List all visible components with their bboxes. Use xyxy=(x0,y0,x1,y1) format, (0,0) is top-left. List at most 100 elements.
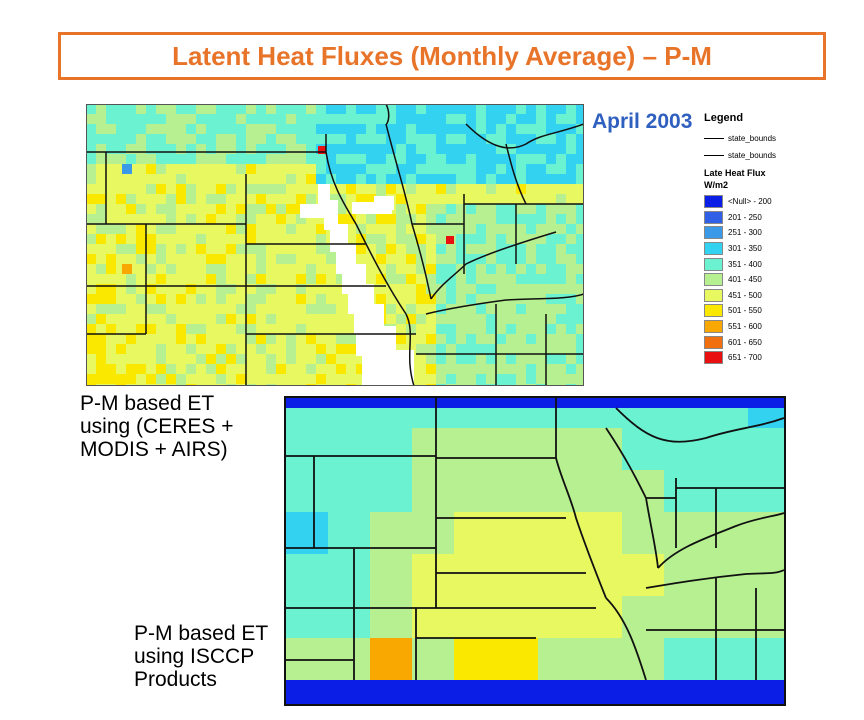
flux-cell xyxy=(556,214,566,224)
flux-cell xyxy=(206,234,216,244)
flux-cell xyxy=(136,254,146,264)
flux-cell xyxy=(146,164,156,174)
flux-cell xyxy=(116,284,126,294)
flux-cell xyxy=(538,554,580,596)
flux-cell xyxy=(206,274,216,284)
flux-cell xyxy=(436,354,446,364)
flux-cell xyxy=(86,104,96,114)
flux-cell xyxy=(416,104,426,114)
flux-cell xyxy=(286,244,296,254)
flux-cell xyxy=(106,334,116,344)
flux-cell xyxy=(416,184,426,194)
flux-cell xyxy=(296,344,306,354)
flux-cell xyxy=(466,164,476,174)
flux-cell xyxy=(116,364,126,374)
flux-cell xyxy=(256,194,266,204)
flux-cell xyxy=(176,104,186,114)
flux-cell xyxy=(246,244,256,254)
flux-cell xyxy=(306,224,316,234)
flux-cell xyxy=(226,224,236,234)
flux-cell xyxy=(166,154,176,164)
flux-cell xyxy=(96,334,106,344)
flux-cell xyxy=(526,264,536,274)
flux-cell xyxy=(386,164,396,174)
flux-cell xyxy=(446,174,456,184)
flux-cell xyxy=(516,144,526,154)
legend-class-label: 501 - 550 xyxy=(728,306,762,316)
flux-cell xyxy=(236,214,246,224)
flux-cell xyxy=(216,304,226,314)
flux-cell xyxy=(526,364,536,374)
flux-cell xyxy=(416,204,426,214)
flux-cell xyxy=(426,344,436,354)
flux-cell xyxy=(486,284,496,294)
flux-cell xyxy=(486,304,496,314)
flux-cell xyxy=(286,554,328,596)
flux-cell xyxy=(126,184,136,194)
flux-cell xyxy=(526,204,536,214)
flux-cell xyxy=(486,174,496,184)
flux-cell xyxy=(186,184,196,194)
flux-cell xyxy=(146,184,156,194)
flux-cell xyxy=(106,324,116,334)
title-box: Latent Heat Fluxes (Monthly Average) – P… xyxy=(58,32,826,80)
flux-cell xyxy=(276,154,286,164)
flux-cell xyxy=(236,144,246,154)
flux-cell xyxy=(146,104,156,114)
flux-cell xyxy=(526,224,536,234)
flux-cell xyxy=(476,254,486,264)
legend-class-row: 451 - 500 xyxy=(704,288,804,304)
flux-cell xyxy=(146,354,156,364)
flux-cell xyxy=(426,274,436,284)
flux-cell xyxy=(86,364,96,374)
flux-cell xyxy=(436,314,446,324)
flux-cell xyxy=(476,274,486,284)
flux-cell xyxy=(436,344,446,354)
flux-cell xyxy=(306,184,316,194)
flux-cell xyxy=(576,254,586,264)
flux-cell xyxy=(496,284,506,294)
flux-cell xyxy=(166,354,176,364)
flux-cell xyxy=(246,214,256,224)
flux-cell xyxy=(266,254,276,264)
flux-cell xyxy=(226,274,236,284)
flux-cell xyxy=(126,334,136,344)
flux-cell xyxy=(236,264,246,274)
flux-cell xyxy=(576,144,586,154)
flux-cell xyxy=(286,204,296,214)
flux-cell xyxy=(206,354,216,364)
flux-cell xyxy=(206,154,216,164)
flux-cell xyxy=(416,264,426,274)
flux-cell xyxy=(186,144,196,154)
flux-cell xyxy=(326,254,336,264)
flux-cell xyxy=(346,324,356,334)
flux-cell xyxy=(286,284,296,294)
flux-cell xyxy=(566,264,576,274)
flux-cell xyxy=(536,364,546,374)
flux-cell xyxy=(116,174,126,184)
flux-cell xyxy=(116,194,126,204)
flux-cell xyxy=(396,204,406,214)
flux-cell xyxy=(426,144,436,154)
flux-cell xyxy=(226,174,236,184)
flux-cell xyxy=(566,204,576,214)
flux-cell xyxy=(136,184,146,194)
flux-cell xyxy=(496,104,506,114)
flux-cell xyxy=(306,194,316,204)
flux-cell xyxy=(516,164,526,174)
flux-cell xyxy=(566,174,576,184)
flux-cell xyxy=(136,324,146,334)
state-boundary xyxy=(555,457,607,599)
flux-cell xyxy=(506,244,516,254)
flux-cell xyxy=(236,134,246,144)
flux-cell xyxy=(106,144,116,154)
flux-cell xyxy=(556,274,566,284)
flux-cell xyxy=(446,154,456,164)
flux-cell xyxy=(276,244,286,254)
flux-cell xyxy=(516,134,526,144)
flux-cell xyxy=(216,374,226,384)
flux-cell xyxy=(256,134,266,144)
map-isccp xyxy=(284,386,790,720)
flux-cell xyxy=(316,254,326,264)
flux-cell xyxy=(156,334,166,344)
